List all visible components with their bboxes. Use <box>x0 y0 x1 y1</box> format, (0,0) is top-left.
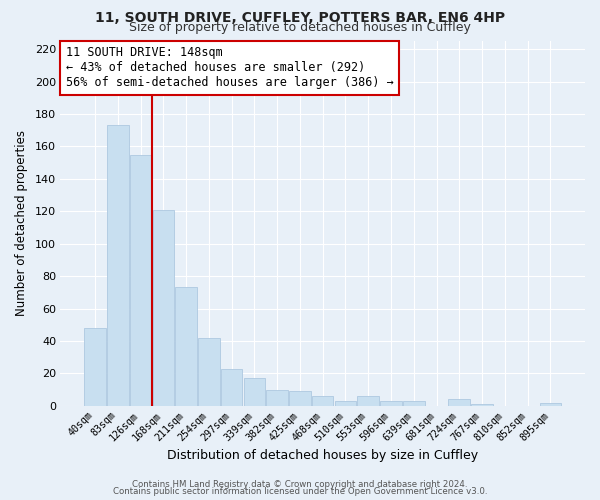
Text: 11, SOUTH DRIVE, CUFFLEY, POTTERS BAR, EN6 4HP: 11, SOUTH DRIVE, CUFFLEY, POTTERS BAR, E… <box>95 11 505 25</box>
Text: Contains HM Land Registry data © Crown copyright and database right 2024.: Contains HM Land Registry data © Crown c… <box>132 480 468 489</box>
Text: 11 SOUTH DRIVE: 148sqm
← 43% of detached houses are smaller (292)
56% of semi-de: 11 SOUTH DRIVE: 148sqm ← 43% of detached… <box>65 46 394 90</box>
Bar <box>244 378 265 406</box>
Bar <box>152 210 174 406</box>
Bar <box>448 400 470 406</box>
Bar <box>312 396 334 406</box>
Bar <box>335 401 356 406</box>
Text: Size of property relative to detached houses in Cuffley: Size of property relative to detached ho… <box>129 21 471 34</box>
Bar <box>130 154 151 406</box>
Bar <box>175 288 197 406</box>
Bar <box>289 392 311 406</box>
Bar <box>380 401 402 406</box>
X-axis label: Distribution of detached houses by size in Cuffley: Distribution of detached houses by size … <box>167 450 478 462</box>
Bar <box>358 396 379 406</box>
Text: Contains public sector information licensed under the Open Government Licence v3: Contains public sector information licen… <box>113 487 487 496</box>
Bar <box>84 328 106 406</box>
Title: 11, SOUTH DRIVE, CUFFLEY, POTTERS BAR, EN6 4HP
Size of property relative to deta: 11, SOUTH DRIVE, CUFFLEY, POTTERS BAR, E… <box>0 499 1 500</box>
Bar <box>198 338 220 406</box>
Bar <box>403 401 425 406</box>
Bar <box>471 404 493 406</box>
Bar <box>107 126 128 406</box>
Bar <box>221 368 242 406</box>
Bar <box>266 390 288 406</box>
Bar <box>539 402 561 406</box>
Y-axis label: Number of detached properties: Number of detached properties <box>15 130 28 316</box>
